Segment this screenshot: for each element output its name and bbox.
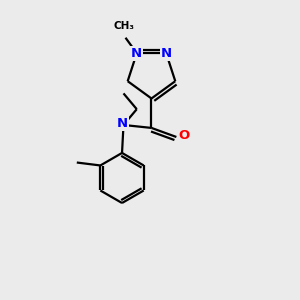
Text: N: N — [160, 47, 172, 60]
Text: N: N — [117, 117, 128, 130]
Text: N: N — [131, 47, 142, 60]
Text: CH₃: CH₃ — [113, 21, 134, 31]
Text: O: O — [178, 129, 189, 142]
